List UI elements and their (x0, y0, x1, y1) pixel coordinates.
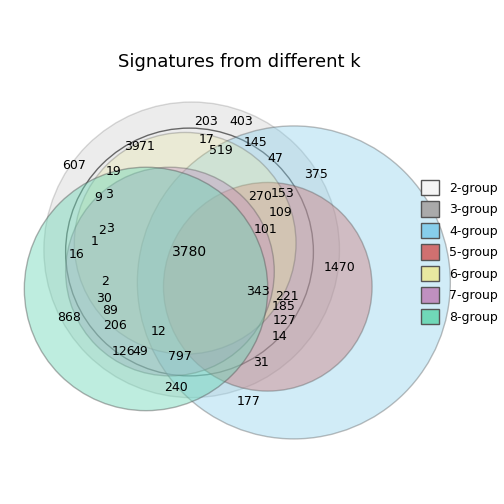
Text: 240: 240 (164, 381, 187, 394)
Text: 16: 16 (69, 247, 84, 261)
Text: 185: 185 (272, 300, 295, 313)
Text: 14: 14 (272, 330, 288, 343)
Text: 145: 145 (244, 136, 268, 149)
Text: 270: 270 (248, 190, 272, 203)
Text: 2: 2 (101, 275, 109, 288)
Text: 375: 375 (303, 168, 328, 181)
Text: 797: 797 (168, 350, 192, 363)
Text: 127: 127 (272, 314, 296, 327)
Text: 221: 221 (275, 290, 299, 303)
Text: 343: 343 (246, 285, 270, 298)
Text: 3780: 3780 (172, 245, 207, 259)
Circle shape (66, 167, 274, 376)
Text: 607: 607 (62, 159, 86, 171)
Text: 30: 30 (96, 292, 112, 305)
Text: 47: 47 (268, 152, 284, 165)
Title: Signatures from different k: Signatures from different k (118, 53, 361, 71)
Text: 109: 109 (269, 206, 293, 219)
Text: 17: 17 (199, 134, 215, 146)
Text: 49: 49 (132, 345, 148, 358)
Text: 177: 177 (236, 396, 260, 408)
Text: 2: 2 (98, 224, 106, 237)
Text: 153: 153 (271, 187, 294, 200)
Text: 126: 126 (111, 345, 135, 358)
Circle shape (74, 133, 296, 354)
Text: 3: 3 (105, 187, 112, 201)
Text: 519: 519 (209, 144, 233, 157)
Text: 206: 206 (103, 320, 127, 333)
Text: 19: 19 (106, 165, 122, 178)
Text: 101: 101 (254, 223, 277, 236)
Circle shape (138, 126, 450, 439)
Text: 12: 12 (150, 325, 166, 338)
Text: 203: 203 (194, 115, 218, 128)
Text: 89: 89 (102, 304, 118, 317)
Text: 31: 31 (254, 356, 269, 369)
Circle shape (24, 167, 268, 411)
Circle shape (44, 102, 340, 398)
Text: 3: 3 (106, 222, 113, 234)
Text: 9: 9 (94, 191, 102, 204)
Text: 1: 1 (91, 235, 99, 247)
Circle shape (163, 182, 372, 391)
Legend: 2-group, 3-group, 4-group, 5-group, 6-group, 7-group, 8-group: 2-group, 3-group, 4-group, 5-group, 6-gr… (415, 175, 503, 329)
Text: 71: 71 (139, 140, 155, 153)
Text: 39: 39 (124, 140, 140, 153)
Text: 868: 868 (57, 310, 81, 324)
Text: 1470: 1470 (324, 261, 355, 274)
Text: 403: 403 (230, 115, 254, 128)
